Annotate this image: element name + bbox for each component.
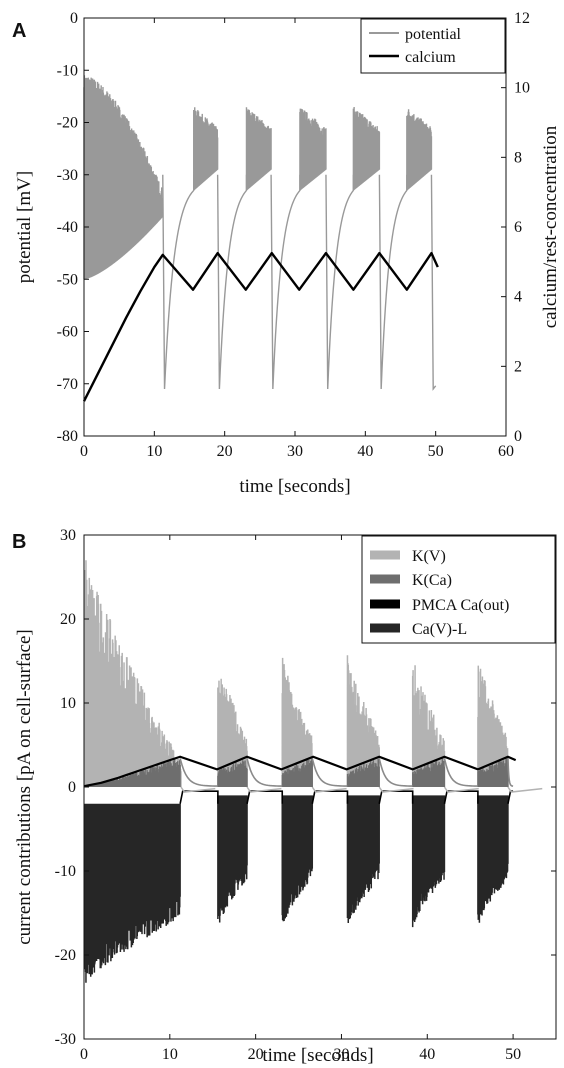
panel-a-y2-axis-label: calcium/rest-concentration <box>540 125 561 328</box>
series-cavl-baseline <box>378 790 414 804</box>
potential-initial-burst <box>83 75 164 280</box>
panel-a-y2-tick-label: 10 <box>514 80 530 97</box>
panel-b-x-tick-label: 0 <box>80 1046 88 1063</box>
series-kca-decay <box>443 758 478 787</box>
potential-recovery <box>325 174 355 390</box>
series-kca-decay <box>179 758 218 787</box>
panel-a-x-tick-label: 0 <box>80 443 88 460</box>
legend-label-cavl: Ca(V)-L <box>412 621 467 638</box>
panel-b-y-tick-label: 10 <box>60 695 76 712</box>
panel-b-x-axis-label: time [seconds] <box>262 1045 373 1066</box>
legend-label-kv: K(V) <box>412 548 446 565</box>
panel-b-y-axis-label: current contributions [pA on cell-surfac… <box>14 629 35 945</box>
legend-label-potential: potential <box>405 26 462 43</box>
panel-b-x-tick-label: 50 <box>505 1046 521 1063</box>
panel-a-y-tick-label: 0 <box>70 10 78 27</box>
panel-b-y-tick-label: -30 <box>55 1031 76 1048</box>
potential-recovery <box>378 174 408 390</box>
panel-a-y-tick-label: -50 <box>57 271 78 288</box>
panel-a-y-tick-label: -80 <box>57 428 78 445</box>
series-kca-decay <box>507 758 514 787</box>
series-kv-baseline <box>507 786 543 793</box>
panel-a-y2-tick-label: 8 <box>514 149 522 166</box>
potential-recovery <box>270 174 301 390</box>
calcium-line <box>82 251 439 402</box>
panel-b-y-tick-label: 0 <box>68 779 76 796</box>
panel-a-y2-tick-label: 0 <box>514 428 522 445</box>
potential-burst <box>299 108 327 191</box>
panel-a-y-axis-label: potential [mV] <box>14 171 35 283</box>
panel-b-y-tick-label: 30 <box>60 527 76 544</box>
potential-recovery <box>430 174 437 391</box>
panel-b-label: B <box>12 531 26 553</box>
series-cavl-baseline <box>179 790 219 804</box>
panel-a-x-tick-label: 30 <box>287 443 303 460</box>
series-kv-baseline <box>180 786 216 793</box>
potential-recovery <box>162 174 195 390</box>
potential-burst <box>245 107 272 191</box>
panel-a-y2-tick-label: 2 <box>514 358 522 375</box>
series-cavl-baseline <box>443 790 479 804</box>
series-kv-baseline <box>378 786 414 793</box>
potential-burst <box>352 106 381 191</box>
panel-a-x-axis-label: time [seconds] <box>239 476 350 497</box>
panel-a-y2-tick-label: 4 <box>514 289 522 306</box>
series-kca-bands <box>85 757 509 787</box>
panel-b-y-tick-label: -10 <box>55 863 76 880</box>
series-cavl-bands <box>84 795 509 983</box>
panel-a-y-tick-label: -40 <box>57 219 78 236</box>
potential-burst <box>193 107 219 191</box>
series-kv-baseline <box>311 786 347 793</box>
series-kca-decay <box>378 758 413 787</box>
legend-label-kca: K(Ca) <box>412 572 452 589</box>
panel-a-legend-box <box>360 18 506 74</box>
panel-a-x-tick-label: 60 <box>498 443 514 460</box>
legend-label-pmca: PMCA Ca(out) <box>412 597 509 614</box>
panel-a-y-tick-label: -20 <box>57 115 78 132</box>
panel-a-y-tick-label: -30 <box>57 167 78 184</box>
series-kca-decay <box>311 758 348 787</box>
panel-b-x-tick-label: 20 <box>248 1046 264 1063</box>
panel-b-legend: K(V) K(Ca) PMCA Ca(out) Ca(V)-L <box>361 535 556 644</box>
series-cavl-baseline <box>507 790 514 804</box>
panel-a-label: A <box>12 20 26 42</box>
panel-a-y-tick-label: -10 <box>57 62 78 79</box>
panel-b: B 0 10 20 30 40 50 30 20 10 0 -10 -20 -30 time [seco… <box>12 527 557 1066</box>
panel-a-x-tick-label: 10 <box>146 443 162 460</box>
series-kca-decay <box>246 758 283 787</box>
panel-a-y2-tick-label: 12 <box>514 10 530 27</box>
panel-a-y-tick-label: -60 <box>57 324 78 341</box>
legend-label-calcium: calcium <box>405 49 456 66</box>
panel-b-x-tick-label: 30 <box>333 1046 349 1063</box>
panel-a-x-tick-label: 20 <box>217 443 233 460</box>
panel-b-y-tick-label: 20 <box>60 611 76 628</box>
panel-b-x-tick-label: 10 <box>162 1046 178 1063</box>
potential-recovery <box>216 174 248 390</box>
panel-b-y-tick-label: -20 <box>55 947 76 964</box>
series-cavl-baseline <box>246 790 284 804</box>
series-kv-baseline <box>246 786 282 793</box>
panel-b-x-tick-label: 40 <box>419 1046 435 1063</box>
panel-a-x-tick-label: 40 <box>357 443 373 460</box>
panel-a-y2-tick-label: 6 <box>514 219 522 236</box>
panel-a-legend: potential calcium <box>360 18 506 74</box>
series-kv-baseline <box>443 786 479 793</box>
panel-a: A 0 10 20 30 40 50 600-10-20-30-40-50-60-70-80… <box>12 10 561 497</box>
panel-a-y-tick-label: -70 <box>57 376 78 393</box>
panel-a-x-tick-label: 50 <box>428 443 444 460</box>
potential-burst <box>406 109 433 191</box>
series-pmca-line <box>83 755 517 788</box>
series-cavl-baseline <box>311 790 349 804</box>
